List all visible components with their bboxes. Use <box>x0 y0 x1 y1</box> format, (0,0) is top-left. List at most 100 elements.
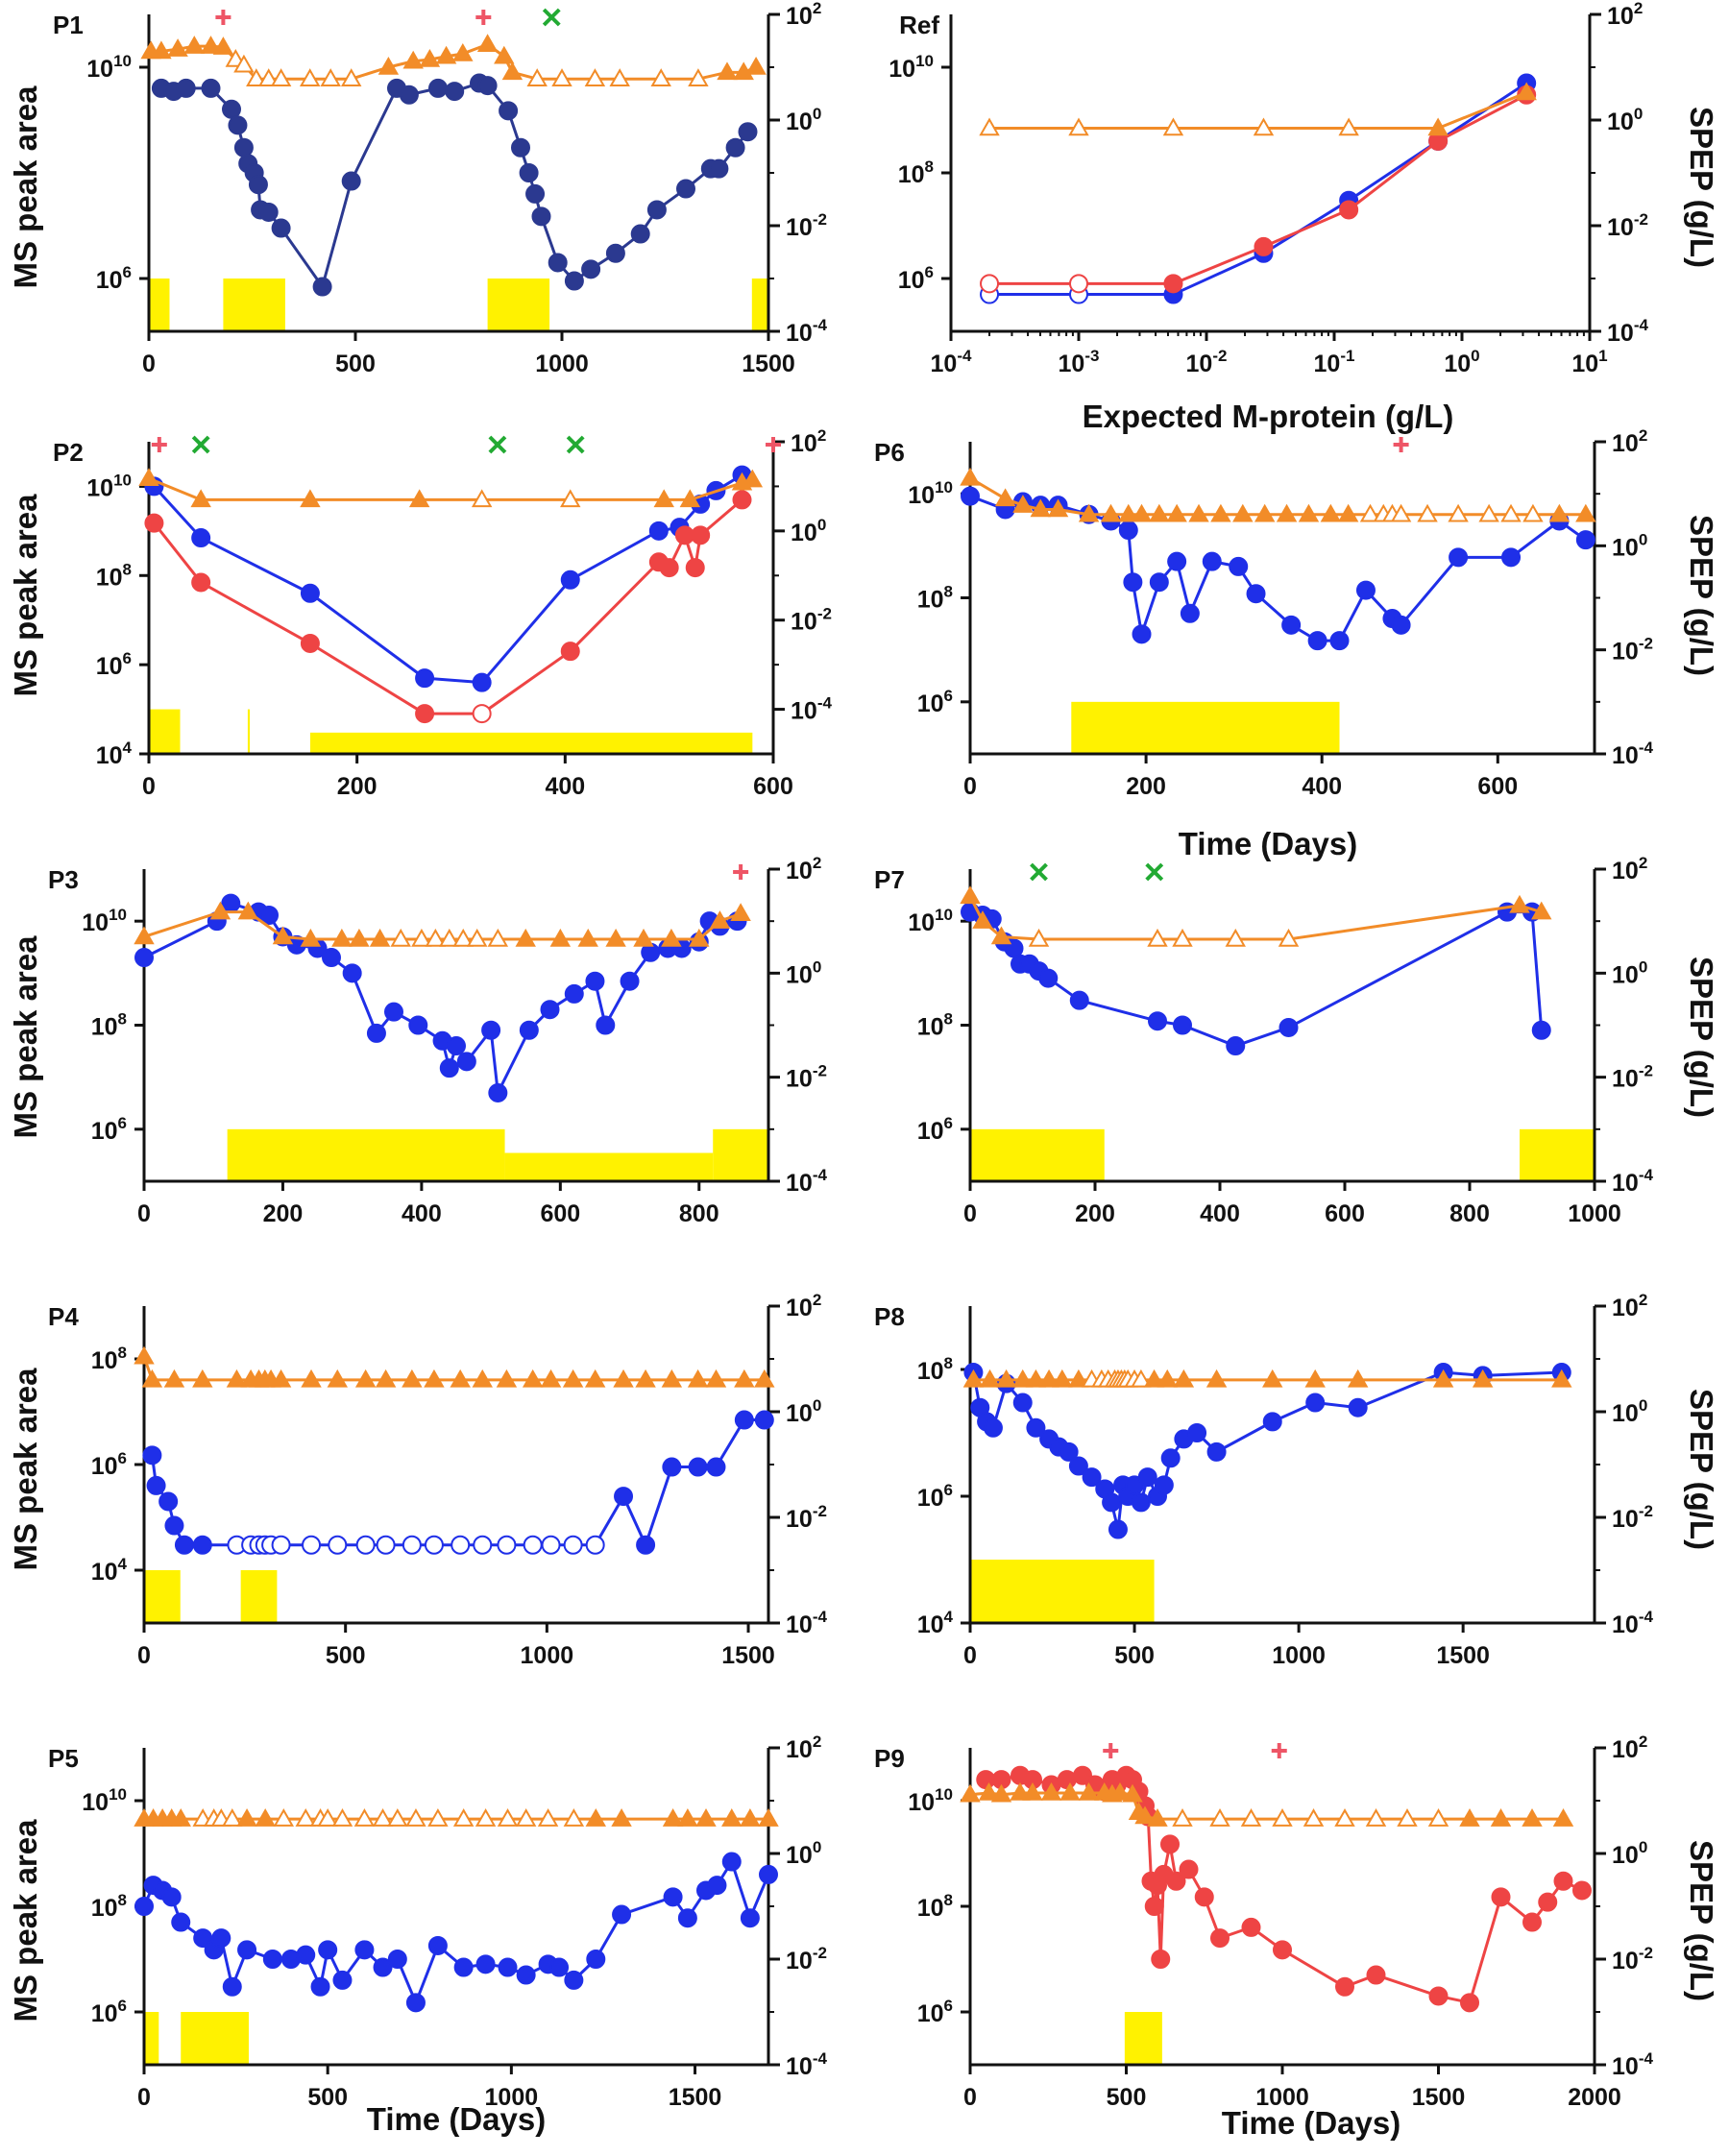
ms-point <box>531 206 551 227</box>
y-tick-exponent: -4 <box>1634 316 1649 334</box>
ms-point <box>1572 1880 1592 1901</box>
spep-point <box>340 68 362 86</box>
x-tick-label: 200 <box>263 1200 304 1227</box>
ms-point <box>541 1535 561 1555</box>
y-tick-label-left: 108 <box>96 560 132 591</box>
spep-point <box>476 34 499 53</box>
ms-point <box>300 633 320 653</box>
spep-point <box>377 56 400 75</box>
ms-point <box>475 1954 496 1974</box>
y-tick-exponent: 10 <box>113 471 132 489</box>
treatment-bar <box>144 2012 159 2065</box>
y-tick-label-right: 10-2 <box>791 605 832 636</box>
treatment-bar <box>1124 2012 1162 2065</box>
spep-point <box>1068 1369 1089 1388</box>
ms-point <box>1167 551 1187 571</box>
ms-point <box>373 1957 393 1977</box>
y-tick-label-left: 1010 <box>908 1785 953 1816</box>
y-tick-label-right: 10-2 <box>1612 1062 1653 1093</box>
ms-point <box>415 668 435 689</box>
ms-point <box>1241 1917 1261 1937</box>
y-tick-exponent: -4 <box>813 1608 828 1626</box>
ms-point <box>376 1535 396 1555</box>
x-tick-label: 10-3 <box>1059 347 1100 377</box>
spep-point <box>990 926 1012 945</box>
spep-point <box>354 1369 377 1388</box>
panel-label: P4 <box>48 1302 79 1331</box>
y-tick-exponent: 10 <box>915 52 934 70</box>
ms-point <box>144 513 164 533</box>
spep-point <box>611 1808 632 1827</box>
spep-point <box>1338 117 1359 136</box>
y-tick-label-left: 106 <box>91 1997 127 2027</box>
ms-point <box>1531 1020 1551 1040</box>
x-tick-label: 500 <box>1114 1642 1155 1669</box>
y-tick-label-left: 1010 <box>908 906 953 936</box>
spep-point <box>1030 498 1051 518</box>
spep-point <box>1122 1783 1143 1803</box>
ms-point <box>300 583 320 603</box>
series-line-spep <box>989 91 1527 131</box>
y-tick-exponent: 2 <box>1639 854 1647 872</box>
spep-point <box>1397 1808 1418 1827</box>
x-tick-label: 400 <box>1302 773 1342 800</box>
spep-point <box>515 1808 537 1827</box>
x-tick-label: 2000 <box>1568 2084 1621 2111</box>
ms-point <box>258 202 279 222</box>
y-tick-label-left: 1010 <box>82 906 127 936</box>
spep-point <box>526 68 548 86</box>
spep-point <box>633 928 654 947</box>
ms-point <box>142 1445 162 1466</box>
series-line-spep <box>148 476 753 501</box>
ms-point <box>740 1908 760 1928</box>
x-tick-label: 10-1 <box>1314 347 1355 377</box>
ms-point <box>1194 1887 1214 1907</box>
y-tick-exponent: 6 <box>944 1997 953 2015</box>
spep-point <box>209 901 231 920</box>
ms-point <box>725 137 745 157</box>
spep-point <box>369 928 391 947</box>
y-tick-label-right: 10-4 <box>786 316 827 347</box>
y-tick-exponent: 4 <box>123 739 133 757</box>
panel-label: P3 <box>48 865 79 894</box>
ms-point <box>472 704 492 724</box>
spep-point <box>1459 1808 1480 1827</box>
spep-point <box>200 36 222 54</box>
ms-point <box>415 704 435 724</box>
ms-point <box>596 1015 616 1035</box>
spep-point <box>353 1808 376 1827</box>
y-tick-label-left: 106 <box>917 687 953 717</box>
ms-point <box>636 1535 656 1555</box>
ms-point <box>540 1000 560 1020</box>
panel-p7: 0 200 400 600 800 1000101010810610210010-210-… <box>874 854 1653 1227</box>
spep-point <box>272 926 294 945</box>
spep-point <box>167 38 188 57</box>
spep-point <box>1432 1369 1454 1388</box>
spep-point <box>1509 894 1530 913</box>
spep-point <box>349 928 370 947</box>
spep-point <box>1365 1808 1387 1827</box>
spep-point <box>960 467 981 486</box>
ylabel-left-row5: MS peak area <box>8 1819 43 2023</box>
y-tick-label-right: 102 <box>786 854 821 884</box>
ms-point <box>1068 1456 1088 1476</box>
y-tick-label-right: 102 <box>1612 1291 1647 1321</box>
spep-point <box>1490 1808 1512 1827</box>
y-tick-label-right: 100 <box>1607 105 1643 135</box>
y-tick-label-right: 100 <box>786 105 821 135</box>
ms-point <box>585 1535 605 1555</box>
ms-point <box>1148 1011 1167 1031</box>
spep-point <box>372 1808 394 1827</box>
spep-point <box>1100 503 1122 522</box>
y-tick-label-right: 10-2 <box>786 1502 827 1533</box>
y-tick-label-left: 108 <box>917 583 953 614</box>
ms-point <box>560 569 580 590</box>
x-tick-label: 600 <box>540 1200 580 1227</box>
ms-point <box>451 1535 471 1555</box>
spep-point <box>390 928 411 947</box>
y-tick-exponent: 0 <box>813 1838 821 1856</box>
spep-point <box>472 1369 493 1388</box>
spep-point <box>1038 1369 1059 1388</box>
ylabel-right-row3: SPEP (g/L) <box>1684 957 1719 1118</box>
y-tick-exponent: 0 <box>1639 1396 1647 1415</box>
